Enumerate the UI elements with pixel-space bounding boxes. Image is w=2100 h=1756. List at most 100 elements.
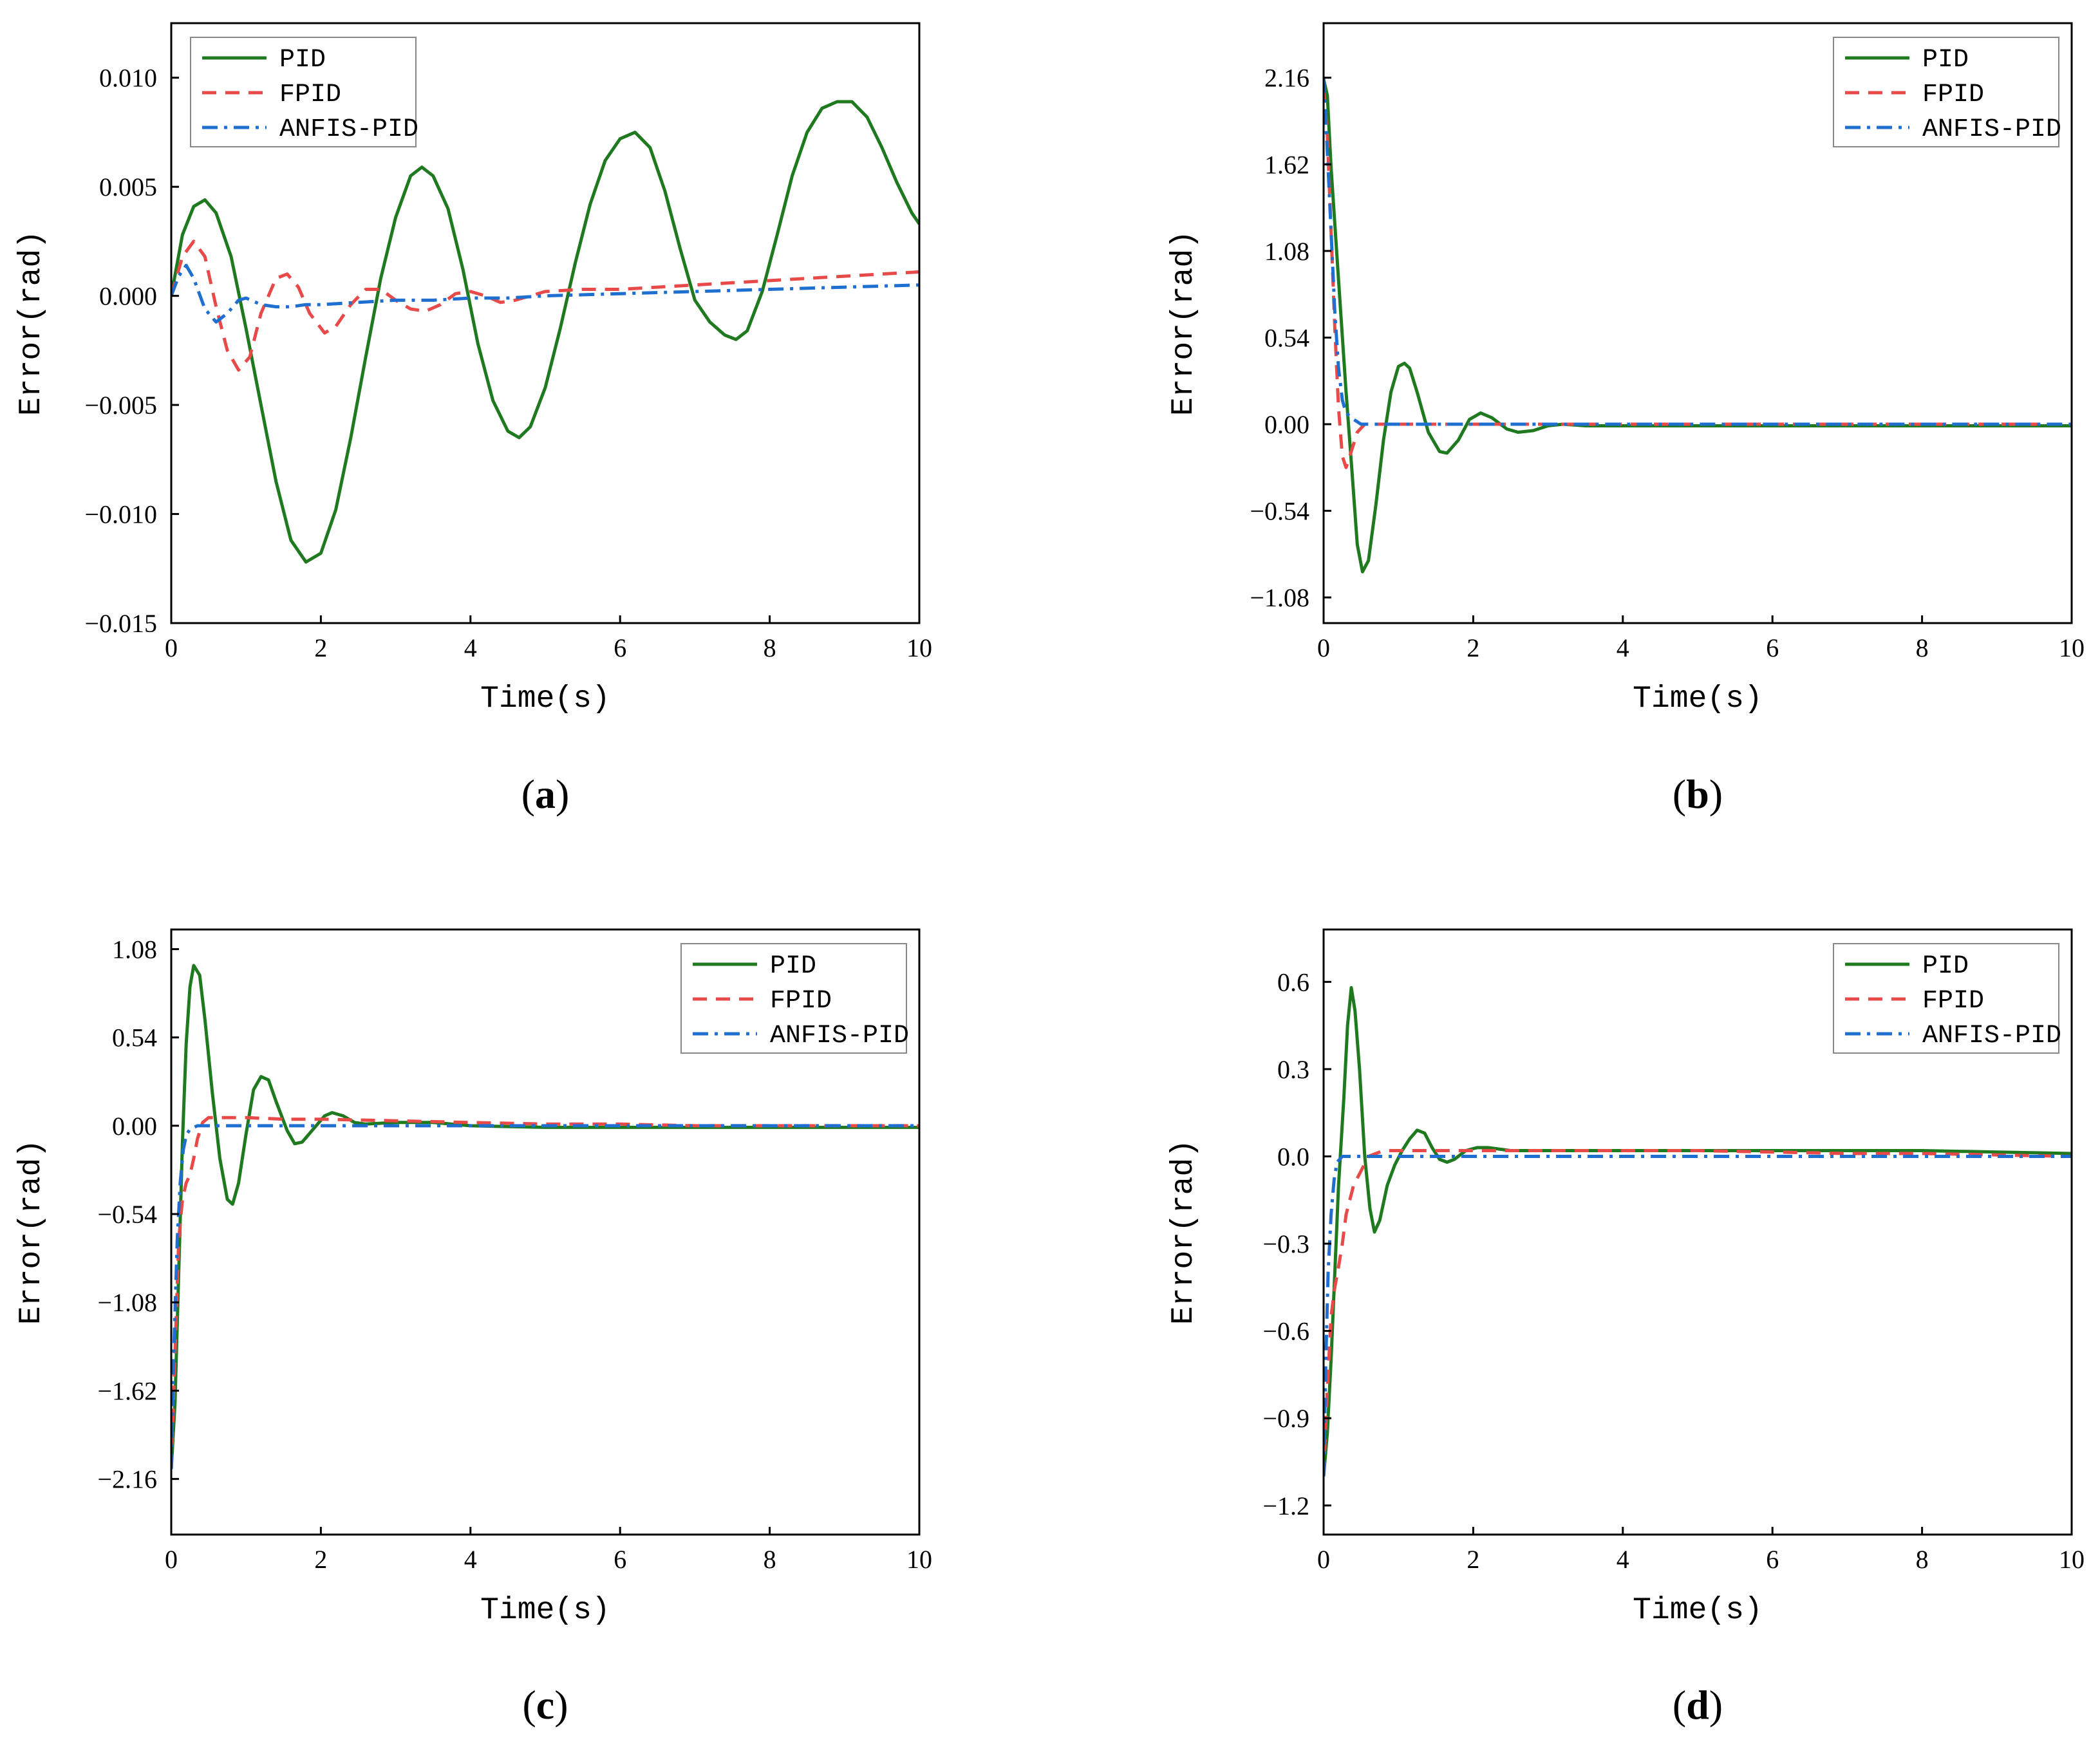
y-tick-label: 0.00 (1264, 410, 1309, 439)
series-line-fpid (1324, 87, 2072, 469)
x-tick-label: 4 (464, 1545, 477, 1574)
x-tick-label: 0 (1317, 1545, 1330, 1574)
x-tick-label: 8 (764, 1545, 776, 1574)
y-tick-label: 2.16 (1264, 64, 1309, 93)
legend-label: FPID (1922, 987, 1984, 1016)
y-tick-label: 1.08 (112, 935, 157, 964)
x-tick-label: 8 (1916, 1545, 1929, 1574)
panel-label: (d) (1673, 1682, 1723, 1728)
chart-panel-d: 0 2 4 6 8 10 0.6 0.3 0.0 −0.3 −0.6 −0.9 −1.2 Time(s) E… (1167, 928, 2085, 1728)
y-tick-label: −0.015 (84, 609, 157, 638)
legend: PID FPID ANFIS-PID (1833, 37, 2061, 147)
legend: PID FPID ANFIS-PID (680, 943, 909, 1054)
series-line-fpid (171, 1116, 919, 1470)
x-tick-label: 0 (165, 633, 178, 662)
x-tick-label: 0 (165, 1545, 178, 1574)
y-tick-label: −0.6 (1262, 1317, 1309, 1346)
y-tick-label: −1.08 (97, 1288, 157, 1317)
axes-frame (170, 22, 921, 624)
y-tick-label: 0.000 (99, 282, 157, 311)
axes-frame (170, 928, 921, 1536)
legend-label: PID (1922, 46, 1969, 75)
x-tick-label: 10 (2059, 633, 2085, 662)
x-axis-title: Time(s) (480, 682, 610, 716)
x-tick-label: 2 (1467, 633, 1479, 662)
x-tick-label: 4 (1617, 1545, 1629, 1574)
panel-label: (a) (521, 771, 570, 817)
legend: PID FPID ANFIS-PID (190, 37, 418, 147)
x-tick-label: 8 (1916, 633, 1929, 662)
y-tick-label: 0.005 (99, 173, 157, 201)
y-tick-label: −1.2 (1262, 1491, 1309, 1520)
y-tick-label: −1.08 (1250, 583, 1309, 612)
y-tick-label: 0.00 (112, 1112, 157, 1141)
x-axis-title: Time(s) (1633, 1593, 1763, 1628)
x-tick-label: 2 (1467, 1545, 1479, 1574)
y-tick-label: −2.16 (97, 1465, 157, 1494)
y-tick-label: 1.08 (1264, 237, 1309, 266)
x-axis-title: Time(s) (480, 1593, 610, 1628)
legend-label: PID (770, 952, 816, 981)
y-tick-label: 0.0 (1277, 1143, 1309, 1172)
chart-panel-a: 0 2 4 6 8 10 0.010 0.005 0.000 −0.005 −0.010 −0.015… (14, 22, 932, 817)
y-tick-label: −0.54 (97, 1200, 157, 1229)
series-line-anfis-pid (171, 263, 919, 324)
legend-label: PID (1922, 952, 1969, 981)
series-line-pid (1324, 79, 2072, 574)
x-tick-label: 6 (614, 1545, 626, 1574)
series-line-pid (171, 100, 919, 564)
y-axis-title: Error(rad) (14, 230, 49, 416)
y-tick-label: −0.010 (84, 500, 157, 529)
x-tick-label: 6 (1766, 1545, 1779, 1574)
legend-label: FPID (279, 80, 341, 109)
legend-label: FPID (770, 987, 832, 1016)
panel-label: (c) (522, 1682, 568, 1728)
y-tick-label: −0.005 (84, 391, 157, 420)
y-axis-title: Error(rad) (14, 1139, 49, 1325)
plot-area (1324, 77, 2072, 574)
legend-label: FPID (1922, 80, 1984, 109)
y-axis-title: Error(rad) (1167, 1139, 1201, 1325)
legend: PID FPID ANFIS-PID (1833, 943, 2061, 1054)
x-tick-label: 10 (2059, 1545, 2085, 1574)
axes-frame (1322, 22, 2073, 624)
series-line-anfis-pid (1324, 77, 2072, 426)
x-tick-label: 8 (764, 633, 776, 662)
plot-area (171, 100, 919, 564)
x-tick-label: 4 (464, 633, 477, 662)
legend-label: ANFIS-PID (279, 115, 418, 144)
series-line-fpid (171, 239, 919, 372)
x-tick-label: 6 (1766, 633, 1779, 662)
y-axis-title: Error(rad) (1167, 230, 1201, 416)
series-line-anfis-pid (1324, 1155, 2072, 1477)
series-line-pid (1324, 985, 2072, 1477)
y-tick-label: 0.54 (112, 1023, 157, 1052)
plot-area (1324, 985, 2072, 1477)
x-tick-label: 10 (906, 1545, 932, 1574)
x-tick-label: 0 (1317, 633, 1330, 662)
legend-label: ANFIS-PID (1922, 1022, 2061, 1051)
chart-panel-c: 0 2 4 6 8 10 1.08 0.54 0.00 −0.54 −1.08 −1.62 −2.16 T… (14, 928, 932, 1728)
y-tick-label: −0.54 (1250, 497, 1309, 526)
x-axis-title: Time(s) (1633, 682, 1763, 716)
y-tick-label: 0.010 (99, 64, 157, 93)
x-tick-label: 2 (314, 633, 327, 662)
legend-label: ANFIS-PID (1922, 115, 2061, 144)
chart-panel-b: 0 2 4 6 8 10 2.16 1.62 1.08 0.54 0.00 −0.54 −1.08 Tim… (1167, 22, 2085, 817)
y-tick-label: −1.62 (97, 1376, 157, 1405)
legend-label: ANFIS-PID (770, 1022, 909, 1051)
axes-frame (1322, 928, 2073, 1536)
y-tick-label: 0.3 (1277, 1055, 1309, 1084)
y-tick-label: 0.54 (1264, 323, 1309, 352)
y-tick-label: −0.9 (1262, 1404, 1309, 1433)
x-tick-label: 6 (614, 633, 626, 662)
panel-label: (b) (1673, 771, 1723, 817)
legend-label: PID (279, 46, 326, 75)
x-tick-label: 2 (314, 1545, 327, 1574)
series-line-anfis-pid (171, 1124, 919, 1470)
series-line-fpid (1324, 1149, 2072, 1477)
x-tick-label: 4 (1617, 633, 1629, 662)
y-tick-label: 1.62 (1264, 150, 1309, 179)
y-tick-label: 0.6 (1277, 967, 1309, 996)
